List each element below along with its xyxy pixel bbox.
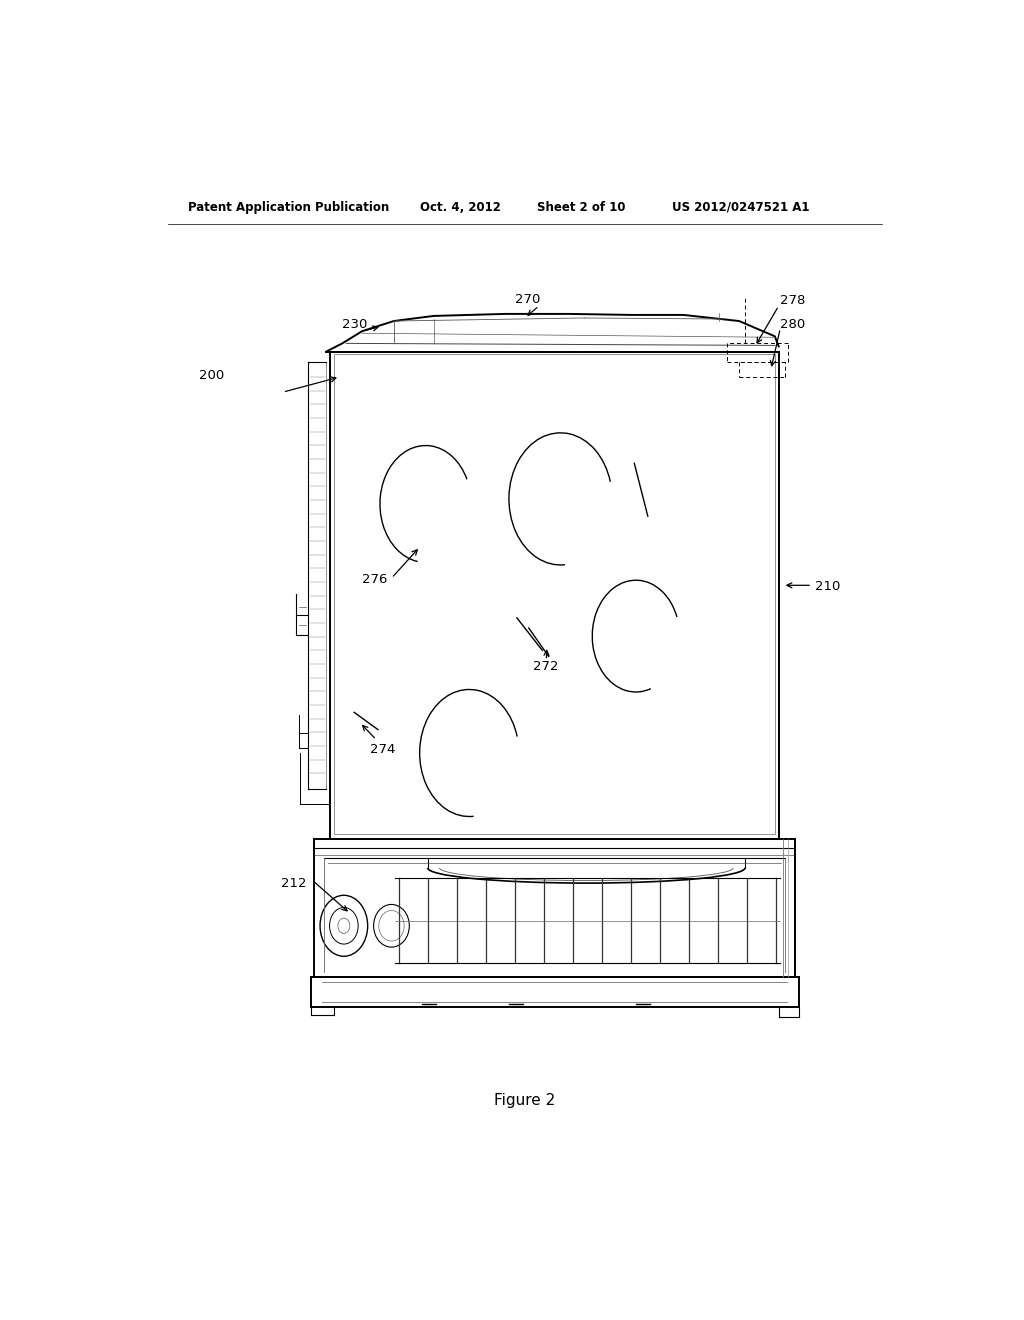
Text: 280: 280 (780, 318, 806, 331)
Text: 200: 200 (200, 370, 224, 381)
Bar (310, 977, 799, 1007)
Bar (334, 354, 775, 834)
Text: 230: 230 (342, 318, 368, 331)
Text: Figure 2: Figure 2 (495, 1093, 555, 1107)
Text: 272: 272 (532, 660, 558, 673)
Text: 274: 274 (370, 743, 395, 756)
Text: 278: 278 (780, 294, 806, 306)
Text: 210: 210 (815, 581, 841, 594)
Bar (331, 351, 778, 840)
Text: 270: 270 (515, 293, 541, 306)
Text: Sheet 2 of 10: Sheet 2 of 10 (537, 201, 626, 214)
Text: 212: 212 (282, 878, 306, 890)
Text: Patent Application Publication: Patent Application Publication (187, 201, 389, 214)
Text: 276: 276 (362, 573, 387, 586)
Text: US 2012/0247521 A1: US 2012/0247521 A1 (672, 201, 809, 214)
Text: Oct. 4, 2012: Oct. 4, 2012 (420, 201, 501, 214)
